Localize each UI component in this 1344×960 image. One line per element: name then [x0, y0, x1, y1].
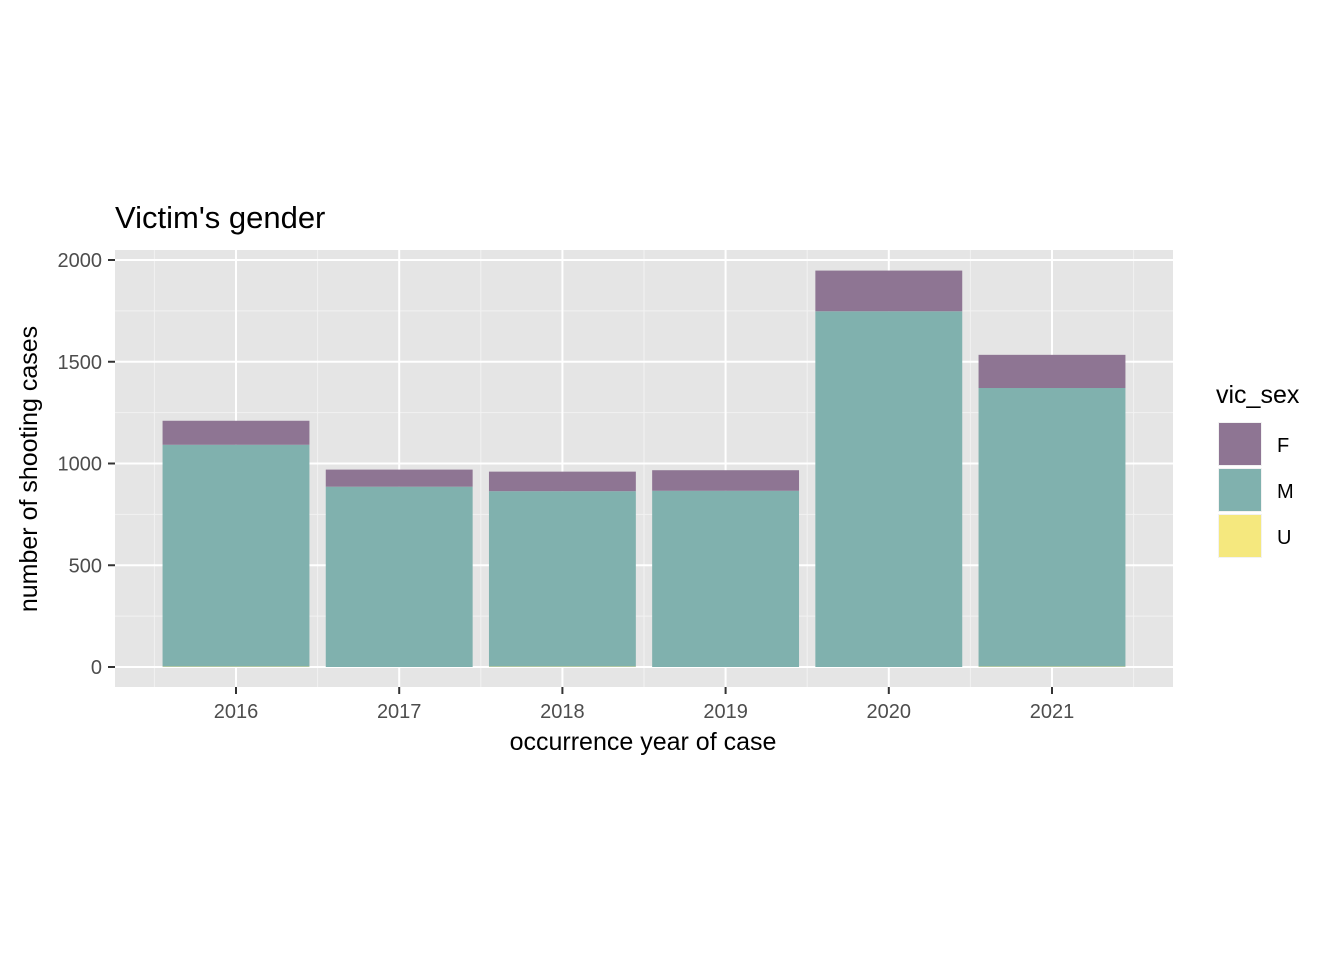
- bar-segment-M-2021: [978, 388, 1126, 667]
- legend-label-F: F: [1277, 435, 1289, 457]
- bar-segment-F-2016: [162, 420, 310, 445]
- y-tick-label: 2000: [58, 250, 103, 272]
- legend-key-M: [1219, 469, 1261, 511]
- bar-segment-M-2016: [162, 444, 310, 667]
- x-tick-label: 2021: [1030, 701, 1075, 723]
- bar-segment-F-2017: [325, 469, 473, 487]
- bar-segment-F-2020: [815, 270, 963, 312]
- x-tick-label: 2020: [867, 701, 912, 723]
- x-axis: 2016 2017 2018 2019 2020 2021: [214, 687, 1075, 723]
- legend-title: vic_sex: [1216, 381, 1300, 409]
- bar-segment-F-2018: [488, 471, 636, 492]
- bar-segment-F-2021: [978, 354, 1126, 389]
- x-tick-label: 2018: [540, 701, 585, 723]
- x-axis-title: occurrence year of case: [510, 728, 777, 756]
- bar-segment-M-2018: [488, 491, 636, 667]
- bar-segment-M-2020: [815, 311, 963, 667]
- legend-label-U: U: [1277, 527, 1291, 549]
- y-axis: 0 500 1000 1500 2000: [58, 250, 115, 679]
- y-tick-label: 1000: [58, 454, 103, 476]
- legend-key-F: [1219, 423, 1261, 465]
- bar-segment-F-2019: [652, 470, 800, 491]
- legend-key-U: [1219, 515, 1261, 557]
- chart-title: Victim's gender: [115, 200, 325, 235]
- legend-label-M: M: [1277, 481, 1294, 503]
- legend: vic_sex F M U: [1216, 381, 1300, 558]
- bar-segment-M-2019: [652, 490, 800, 667]
- y-tick-label: 500: [69, 555, 102, 577]
- bar-segment-M-2017: [325, 486, 473, 667]
- x-tick-label: 2019: [703, 701, 748, 723]
- x-tick-label: 2017: [377, 701, 422, 723]
- bars: [162, 270, 1126, 667]
- x-tick-label: 2016: [214, 701, 259, 723]
- y-tick-label: 0: [91, 657, 102, 679]
- y-axis-title: number of shooting cases: [15, 326, 43, 612]
- y-tick-label: 1500: [58, 352, 103, 374]
